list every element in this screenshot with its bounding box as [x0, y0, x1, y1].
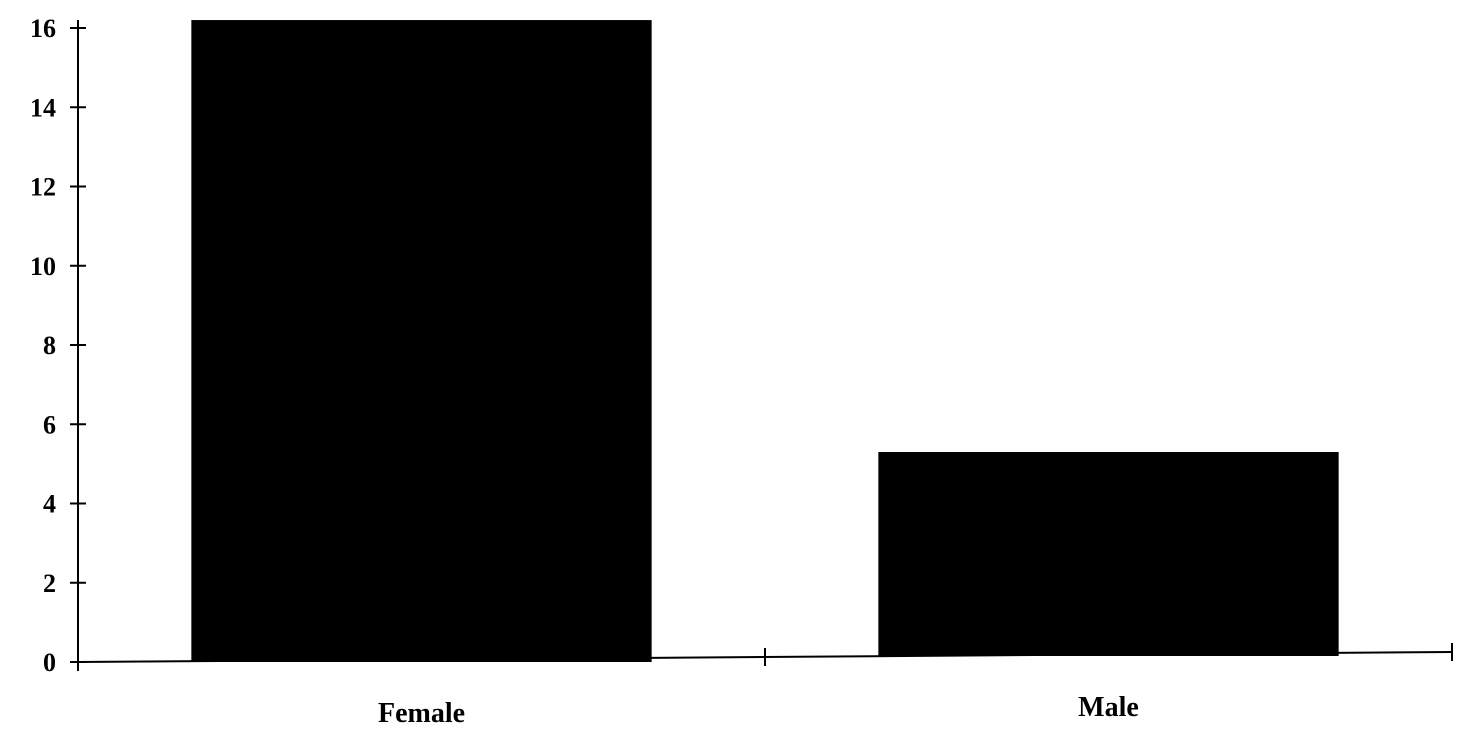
x-category-label: Female [378, 698, 465, 729]
category-labels-group: Female Male [378, 692, 1139, 729]
y-tick-label: 16 [30, 14, 56, 43]
x-ticks-group [77, 643, 1453, 671]
y-ticks-group: 0 2 4 6 8 10 12 14 16 [30, 14, 86, 677]
y-tick-label: 6 [43, 410, 56, 439]
bars-group [191, 20, 1339, 662]
y-tick-label: 10 [30, 252, 56, 281]
y-tick-label: 4 [43, 490, 56, 519]
y-tick-label: 14 [30, 93, 56, 122]
y-tick-label: 0 [43, 648, 56, 677]
x-category-label: Male [1078, 692, 1139, 723]
y-tick-label: 8 [43, 331, 56, 360]
bar-female [191, 20, 652, 662]
y-tick-label: 2 [43, 569, 56, 598]
y-tick-label: 12 [30, 173, 56, 202]
bar-male [878, 451, 1339, 656]
